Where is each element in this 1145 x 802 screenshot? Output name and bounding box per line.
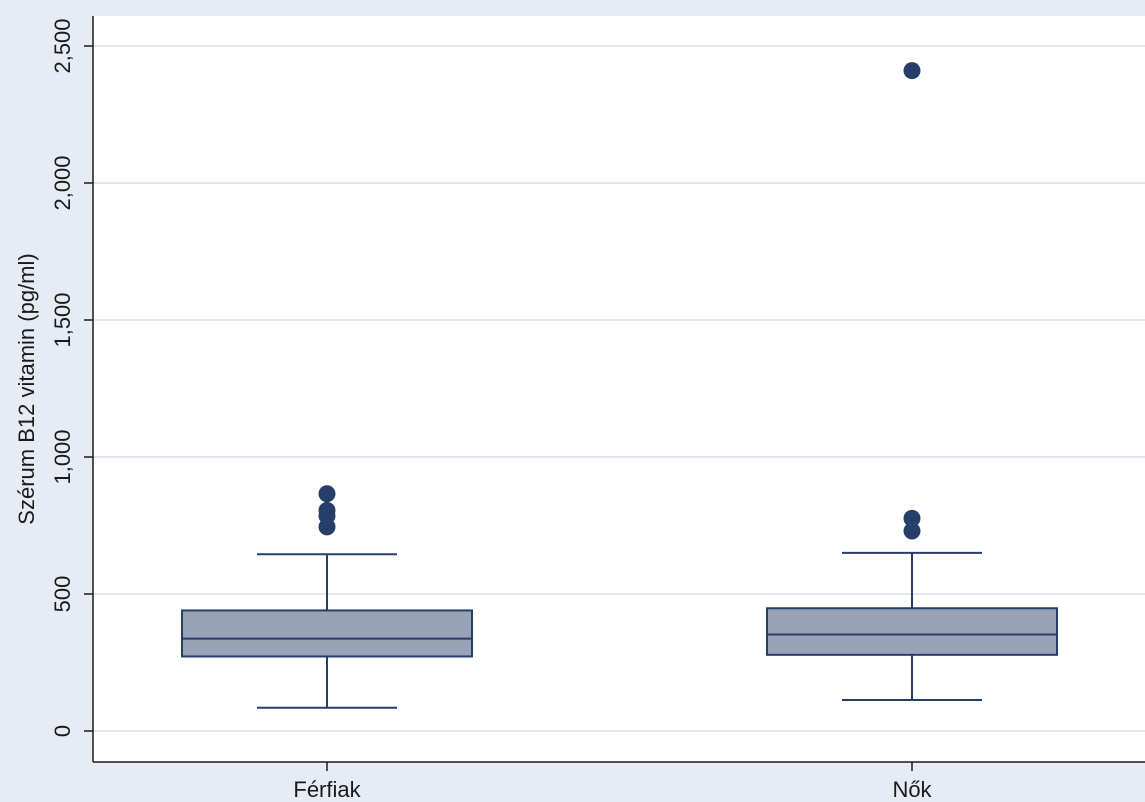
y-tick-label: 2,000 (50, 155, 75, 210)
y-tick-label: 0 (50, 725, 75, 737)
iqr-box (766, 607, 1058, 656)
iqr-box (181, 609, 473, 658)
y-axis-title: Szérum B12 vitamin (pg/ml) (14, 253, 39, 524)
outlier-point (318, 485, 336, 503)
outlier-point (903, 522, 921, 540)
y-axis-ticks: 0 500 1,000 1,500 2,000 2,500 (50, 18, 93, 737)
outlier-point (903, 62, 921, 80)
x-tick-label: Férfiak (293, 777, 361, 802)
y-tick-label: 1,500 (50, 292, 75, 347)
x-tick-label: Nők (892, 777, 932, 802)
outlier-point (903, 509, 921, 527)
box-group-2 (766, 62, 1058, 702)
x-axis-ticks: Férfiak Nők (293, 762, 933, 802)
boxes (181, 62, 1058, 709)
y-tick-label: 500 (50, 576, 75, 613)
box-group-1 (181, 485, 473, 709)
gridlines (93, 45, 1145, 732)
y-tick-label: 2,500 (50, 18, 75, 73)
y-tick-label: 1,000 (50, 429, 75, 484)
outlier-point (318, 501, 336, 519)
